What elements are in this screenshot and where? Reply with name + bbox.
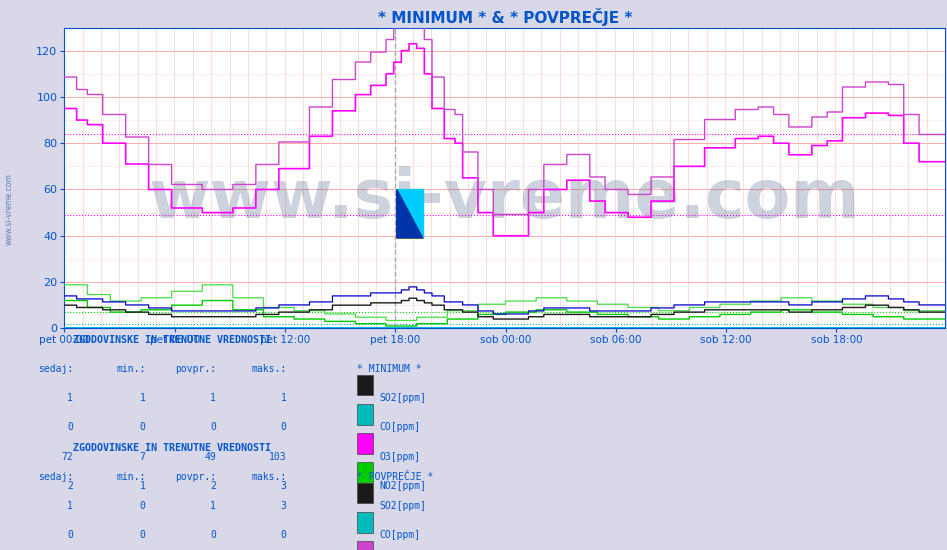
FancyBboxPatch shape <box>357 483 373 503</box>
FancyBboxPatch shape <box>357 375 373 395</box>
Polygon shape <box>397 189 422 238</box>
FancyBboxPatch shape <box>357 404 373 425</box>
Text: SO2[ppm]: SO2[ppm] <box>380 393 427 403</box>
Text: povpr.:: povpr.: <box>175 472 216 482</box>
Text: CO[ppm]: CO[ppm] <box>380 530 420 541</box>
FancyBboxPatch shape <box>357 512 373 532</box>
Text: 3: 3 <box>280 501 286 512</box>
Text: 2: 2 <box>210 481 216 491</box>
Text: 1: 1 <box>67 501 73 512</box>
Text: povpr.:: povpr.: <box>175 364 216 374</box>
Text: 1: 1 <box>67 393 73 403</box>
Text: CO[ppm]: CO[ppm] <box>380 422 420 432</box>
Text: 1: 1 <box>210 393 216 403</box>
Text: NO2[ppm]: NO2[ppm] <box>380 481 427 491</box>
Text: www.si-vreme.com: www.si-vreme.com <box>5 173 14 245</box>
Text: 103: 103 <box>269 452 286 461</box>
Text: 1: 1 <box>210 501 216 512</box>
FancyBboxPatch shape <box>357 541 373 550</box>
Text: 1: 1 <box>280 393 286 403</box>
Text: O3[ppm]: O3[ppm] <box>380 452 420 461</box>
Text: SO2[ppm]: SO2[ppm] <box>380 501 427 512</box>
Text: 0: 0 <box>139 422 146 432</box>
Text: ZGODOVINSKE IN TRENUTNE VREDNOSTI: ZGODOVINSKE IN TRENUTNE VREDNOSTI <box>73 335 271 345</box>
Text: ZGODOVINSKE IN TRENUTNE VREDNOSTI: ZGODOVINSKE IN TRENUTNE VREDNOSTI <box>73 443 271 453</box>
Text: 1: 1 <box>139 393 146 403</box>
Text: 0: 0 <box>280 530 286 541</box>
Text: 7: 7 <box>139 452 146 461</box>
Text: 1: 1 <box>139 481 146 491</box>
Text: sedaj:: sedaj: <box>38 472 73 482</box>
Text: 49: 49 <box>205 452 216 461</box>
FancyBboxPatch shape <box>357 463 373 483</box>
Text: 0: 0 <box>280 422 286 432</box>
Text: 0: 0 <box>210 530 216 541</box>
Text: 0: 0 <box>67 422 73 432</box>
Text: 3: 3 <box>280 481 286 491</box>
Text: www.si-vreme.com: www.si-vreme.com <box>149 166 861 232</box>
FancyBboxPatch shape <box>357 433 373 454</box>
Text: * MINIMUM *: * MINIMUM * <box>357 364 421 374</box>
Text: maks.:: maks.: <box>251 472 286 482</box>
Text: 0: 0 <box>210 422 216 432</box>
Text: maks.:: maks.: <box>251 364 286 374</box>
Title: * MINIMUM * & * POVPREČJE *: * MINIMUM * & * POVPREČJE * <box>378 8 632 26</box>
Text: 2: 2 <box>67 481 73 491</box>
Polygon shape <box>397 189 422 238</box>
Text: 0: 0 <box>67 530 73 541</box>
Bar <box>397 189 422 238</box>
Text: 0: 0 <box>139 501 146 512</box>
Text: min.:: min.: <box>116 364 146 374</box>
Text: min.:: min.: <box>116 472 146 482</box>
Text: 0: 0 <box>139 530 146 541</box>
Text: * POVPREČJE *: * POVPREČJE * <box>357 472 433 482</box>
Text: 72: 72 <box>62 452 73 461</box>
Text: sedaj:: sedaj: <box>38 364 73 374</box>
